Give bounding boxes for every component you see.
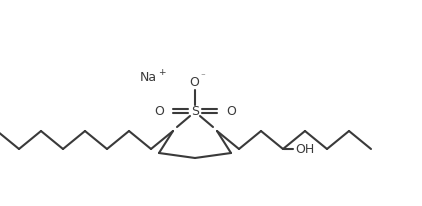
Text: O: O [226,105,236,118]
Text: O: O [189,76,199,89]
Text: ⁻: ⁻ [200,72,205,81]
Text: Na: Na [140,71,157,84]
Text: +: + [158,68,165,77]
Text: O: O [154,105,164,118]
Text: S: S [191,105,199,118]
Text: OH: OH [295,143,314,156]
